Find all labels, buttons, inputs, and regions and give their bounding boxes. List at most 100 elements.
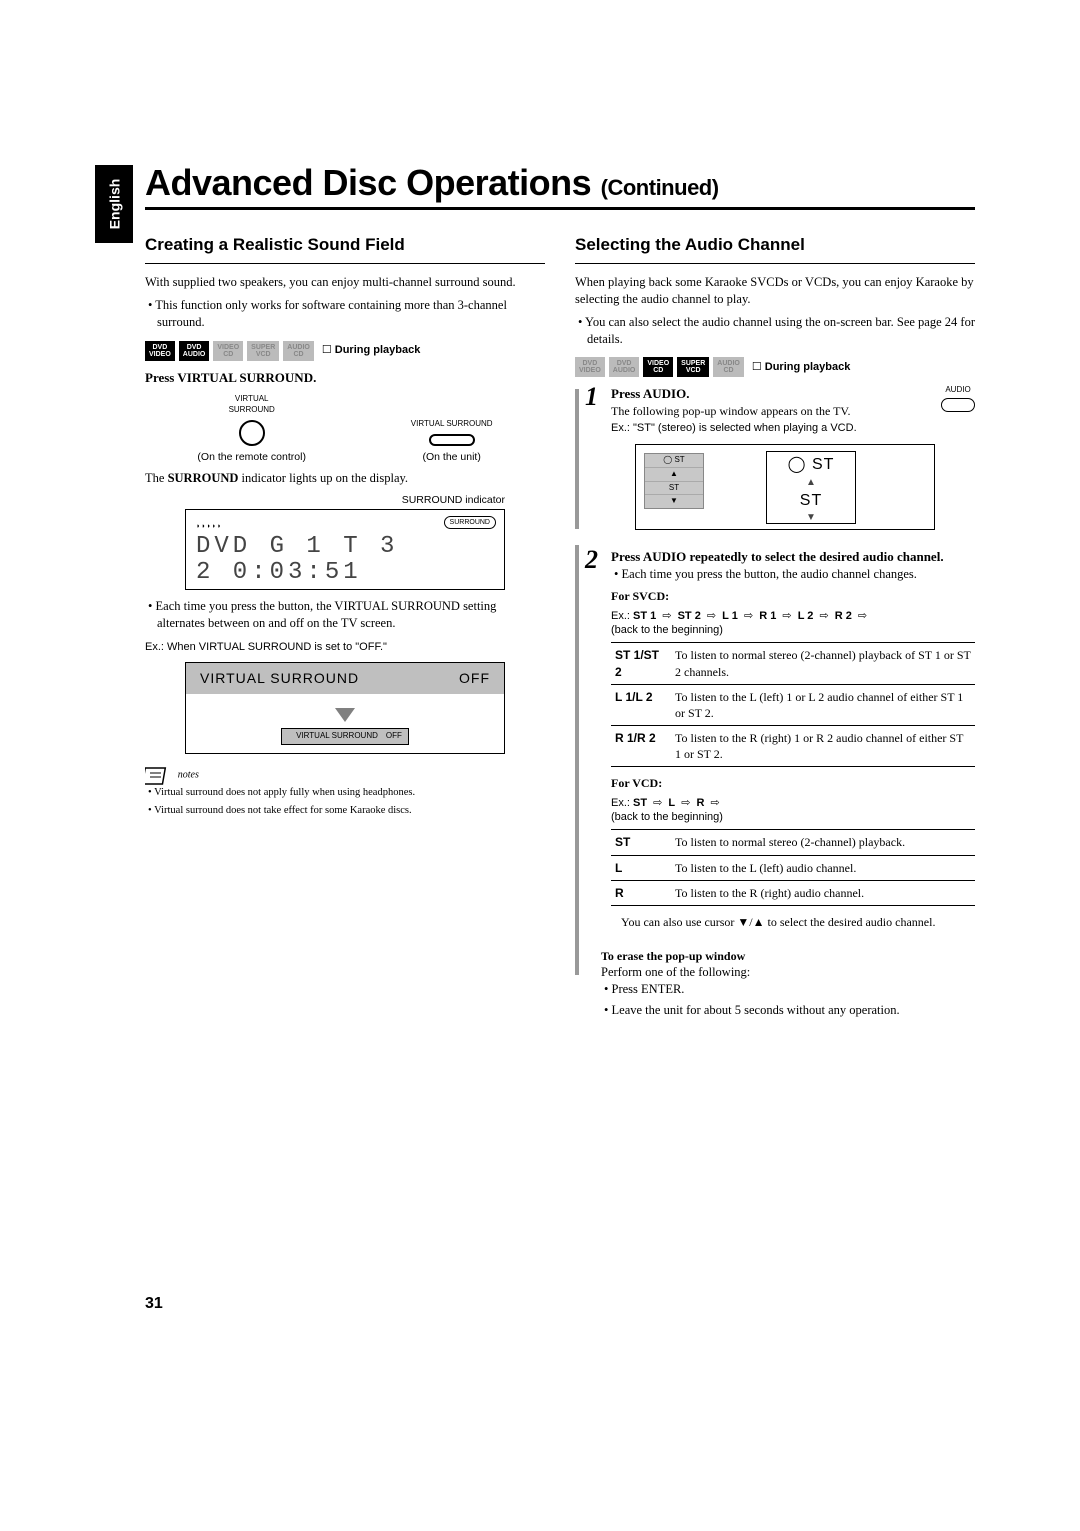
left-badges: DVDVIDEODVDAUDIOVIDEOCDSUPERVCDAUDIOCD Du…: [145, 341, 545, 361]
table-key: L: [611, 855, 671, 880]
notes-icon: notes: [145, 764, 545, 786]
left-heading-rule: [145, 263, 545, 264]
right-column: Selecting the Audio Channel When playing…: [575, 234, 975, 1023]
surround-indicator-label: SURROUND indicator: [145, 493, 505, 507]
table-value: To listen to normal stereo (2-channel) p…: [671, 643, 975, 684]
table-key: ST: [611, 830, 671, 855]
vs-bottom: VIRTUAL SURROUND OFF: [186, 694, 504, 753]
format-badge: DVDVIDEO: [575, 357, 605, 377]
surround-bold: SURROUND: [168, 471, 239, 485]
format-badge: DVDAUDIO: [609, 357, 640, 377]
left-bullet-1: This function only works for software co…: [145, 297, 545, 331]
popup-arrow-down-icon: ▼: [767, 513, 855, 523]
left-p1: With supplied two speakers, you can enjo…: [145, 274, 545, 291]
vs-value: OFF: [459, 669, 490, 688]
remote-caption: (On the remote control): [197, 450, 306, 464]
remote-control-item: VIRTUAL SURROUND (On the remote control): [197, 394, 306, 464]
unit-btn-label: VIRTUAL SURROUND: [411, 419, 493, 430]
svcd-sequence: Ex.: ST 1 ⇨ ST 2 ⇨ L 1 ⇨ R 1 ⇨ L 2 ⇨ R 2…: [611, 609, 975, 639]
erase-p: Perform one of the following:: [601, 964, 975, 981]
table-value: To listen to the L (left) 1 or L 2 audio…: [671, 684, 975, 725]
table-row: LTo listen to the L (left) audio channel…: [611, 855, 975, 880]
page-number: 31: [145, 1295, 163, 1313]
popup-st-box: ◯ ST ▲ ST ▼: [766, 451, 856, 524]
left-note-1: Virtual surround does not apply fully wh…: [145, 786, 545, 800]
vcd-table: STTo listen to normal stereo (2-channel)…: [611, 829, 975, 906]
virtual-surround-panel: VIRTUAL SURROUND OFF VIRTUAL SURROUND OFF: [185, 662, 505, 754]
popup-grey-item: ▲: [645, 468, 703, 482]
popup-grey-box: ◯ ST▲ST▼: [644, 453, 704, 509]
format-badge: SUPERVCD: [677, 357, 709, 377]
step-1-accent: [575, 389, 579, 529]
lcd-display: ◗◗◗◗◗ SURROUND DVD G 1 T 3 2 0:03:51: [185, 509, 505, 590]
surround-post: indicator lights up on the display.: [238, 471, 408, 485]
format-badge: AUDIOCD: [283, 341, 314, 361]
right-badges: DVDVIDEODVDAUDIOVIDEOCDSUPERVCDAUDIOCD Du…: [575, 357, 975, 377]
step-2: 2 Press AUDIO repeatedly to select the d…: [575, 548, 975, 938]
table-row: ST 1/ST 2To listen to normal stereo (2-c…: [611, 643, 975, 684]
vs-inner-label: VIRTUAL SURROUND: [296, 731, 378, 740]
surround-indicator-line: The SURROUND indicator lights up on the …: [145, 470, 545, 487]
format-badge: SUPERVCD: [247, 341, 279, 361]
unit-button-rect-icon: [429, 434, 475, 446]
vcd-heading: For VCD:: [611, 775, 975, 791]
step-2-bullet: Each time you press the button, the audi…: [611, 566, 975, 583]
left-example: Ex.: When VIRTUAL SURROUND is set to "OF…: [145, 640, 545, 655]
left-note-2: Virtual surround does not take effect fo…: [145, 804, 545, 818]
erase-section: To erase the pop-up window Perform one o…: [601, 948, 975, 1019]
remote-button-circle-icon: [239, 420, 265, 446]
format-badge: AUDIOCD: [713, 357, 744, 377]
table-value: To listen to the L (left) audio channel.: [671, 855, 975, 880]
step-1-ex: Ex.: "ST" (stereo) is selected when play…: [611, 422, 857, 434]
table-value: To listen to normal stereo (2-channel) p…: [671, 830, 975, 855]
step-2-number: 2: [585, 548, 598, 571]
table-row: STTo listen to normal stereo (2-channel)…: [611, 830, 975, 855]
popup-grey-item: ST: [645, 482, 703, 496]
step-2-instr: Press AUDIO repeatedly to select the des…: [611, 549, 944, 564]
step-1-instr: Press AUDIO.: [611, 386, 689, 401]
format-badge: DVDVIDEO: [145, 341, 175, 361]
title-main: Advanced Disc Operations: [145, 162, 591, 203]
right-heading: Selecting the Audio Channel: [575, 234, 975, 257]
table-row: RTo listen to the R (right) audio channe…: [611, 880, 975, 905]
step-1: AUDIO 1 Press AUDIO. The following pop-u…: [575, 385, 975, 538]
step-1-p: The following pop-up window appears on t…: [611, 404, 851, 418]
format-badge: VIDEOCD: [213, 341, 243, 361]
audio-button-graphic: AUDIO: [941, 385, 975, 412]
popup-panel: ◯ ST▲ST▼ ◯ ST ▲ ST ▼: [635, 444, 935, 530]
svcd-table: ST 1/ST 2To listen to normal stereo (2-c…: [611, 642, 975, 767]
remote-btn-label: VIRTUAL SURROUND: [197, 394, 306, 416]
left-column: Creating a Realistic Sound Field With su…: [145, 234, 545, 1023]
table-key: R: [611, 880, 671, 905]
playback-label: During playback: [752, 360, 851, 375]
popup-st-mid: ST: [767, 488, 855, 514]
title-continued: (Continued): [601, 175, 719, 200]
cursor-note: You can also use cursor ▼/▲ to select th…: [621, 914, 975, 930]
vs-inner-value: OFF: [386, 731, 402, 740]
lcd-line-1: DVD G 1 T 3: [196, 535, 494, 559]
erase-b2: Leave the unit for about 5 seconds witho…: [601, 1002, 975, 1019]
step-2-accent: [575, 545, 579, 975]
page-title: Advanced Disc Operations (Continued): [145, 165, 975, 201]
table-row: L 1/L 2To listen to the L (left) 1 or L …: [611, 684, 975, 725]
popup-grey-item: ◯ ST: [645, 454, 703, 468]
surround-pre: The: [145, 471, 168, 485]
format-badge: DVDAUDIO: [179, 341, 210, 361]
format-badge: VIDEOCD: [643, 357, 673, 377]
playback-label: During playback: [322, 343, 421, 358]
vs-inner-box: VIRTUAL SURROUND OFF: [281, 728, 409, 745]
audio-button-pill-icon: [941, 398, 975, 412]
svcd-heading: For SVCD:: [611, 588, 975, 604]
lcd-dolby-icon: ◗◗◗◗◗: [196, 523, 222, 530]
right-heading-rule: [575, 263, 975, 264]
left-heading: Creating a Realistic Sound Field: [145, 234, 545, 257]
right-bullet-1: You can also select the audio channel us…: [575, 314, 975, 348]
table-key: R 1/R 2: [611, 726, 671, 767]
vs-label: VIRTUAL SURROUND: [200, 669, 359, 688]
page-content: Advanced Disc Operations (Continued) Cre…: [95, 165, 975, 1023]
vcd-sequence: Ex.: ST ⇨ L ⇨ R ⇨ (back to the beginning…: [611, 796, 975, 826]
lcd-surround-pill: SURROUND: [444, 516, 496, 529]
erase-heading: To erase the pop-up window: [601, 948, 975, 964]
table-value: To listen to the R (right) audio channel…: [671, 880, 975, 905]
popup-arrow-up-icon: ▲: [767, 478, 855, 488]
